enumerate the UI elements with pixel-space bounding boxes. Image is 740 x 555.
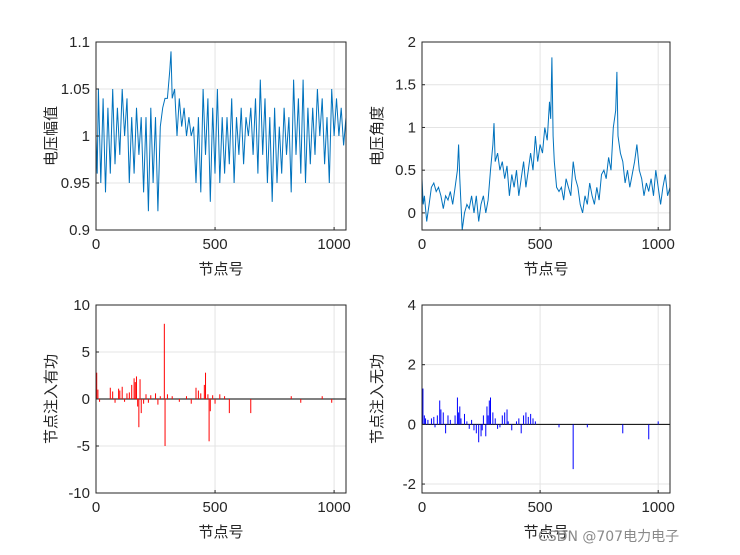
series-line (95, 51, 347, 212)
y-tick-label: 1.05 (61, 81, 90, 98)
x-tick-label: 1000 (317, 499, 350, 516)
x-tick-label: 1000 (642, 499, 675, 516)
y-tick-label: 0 (408, 416, 416, 433)
y-tick-label: -10 (68, 485, 90, 502)
x-axis-label: 节点号 (198, 523, 243, 541)
x-tick-label: 500 (203, 499, 228, 516)
plot-area (422, 305, 670, 493)
y-tick-label: 4 (408, 297, 416, 314)
axes-frame (421, 304, 671, 494)
watermark: CSDN @707电力电子 (538, 529, 679, 545)
y-tick-label: 1 (82, 128, 90, 145)
x-tick-label: 0 (92, 236, 100, 253)
axes-frame (421, 41, 671, 231)
x-tick-label: 1000 (317, 236, 350, 253)
x-axis-label: 节点号 (523, 260, 568, 278)
y-tick-label: 0.95 (61, 175, 90, 192)
x-tick-label: 0 (418, 499, 426, 516)
y-tick-label: 10 (73, 297, 90, 314)
series-line (421, 57, 671, 231)
y-tick-label: 1.5 (395, 77, 416, 94)
voltage-magnitude-chart: 0 500 1000 0.9 0.95 1 1.05 1.1 节点号 电压幅值 (42, 34, 351, 278)
y-tick-label: 0 (408, 205, 416, 222)
y-tick-label: -2 (403, 476, 416, 493)
x-tick-label: 500 (528, 236, 553, 253)
x-tick-label: 0 (92, 499, 100, 516)
y-tick-label: 0 (82, 391, 90, 408)
y-axis-label: 节点注入有功 (42, 354, 60, 444)
x-tick-label: 500 (203, 236, 228, 253)
y-tick-label: 0.5 (395, 162, 416, 179)
y-axis-label: 电压幅值 (42, 106, 60, 166)
y-tick-label: 5 (82, 344, 90, 361)
x-axis-label: 节点号 (523, 523, 568, 541)
y-tick-label: 2 (408, 34, 416, 51)
active-power-injection-chart: 0 500 1000 -10 -5 0 5 10 节点号 节点注入有功 (42, 297, 351, 541)
y-tick-label: 0.9 (69, 222, 90, 239)
x-tick-label: 500 (528, 499, 553, 516)
y-axis-label: 电压角度 (368, 106, 386, 166)
y-tick-label: 1 (408, 119, 416, 136)
x-tick-label: 1000 (642, 236, 675, 253)
y-tick-label: 1.1 (69, 34, 90, 51)
voltage-angle-chart: 0 500 1000 0 0.5 1 1.5 2 节点号 电压角度 (368, 34, 675, 278)
y-axis-label: 节点注入无功 (368, 354, 386, 444)
y-tick-label: -5 (77, 438, 90, 455)
x-axis-label: 节点号 (198, 260, 243, 278)
x-tick-label: 0 (418, 236, 426, 253)
y-tick-label: 2 (408, 357, 416, 374)
